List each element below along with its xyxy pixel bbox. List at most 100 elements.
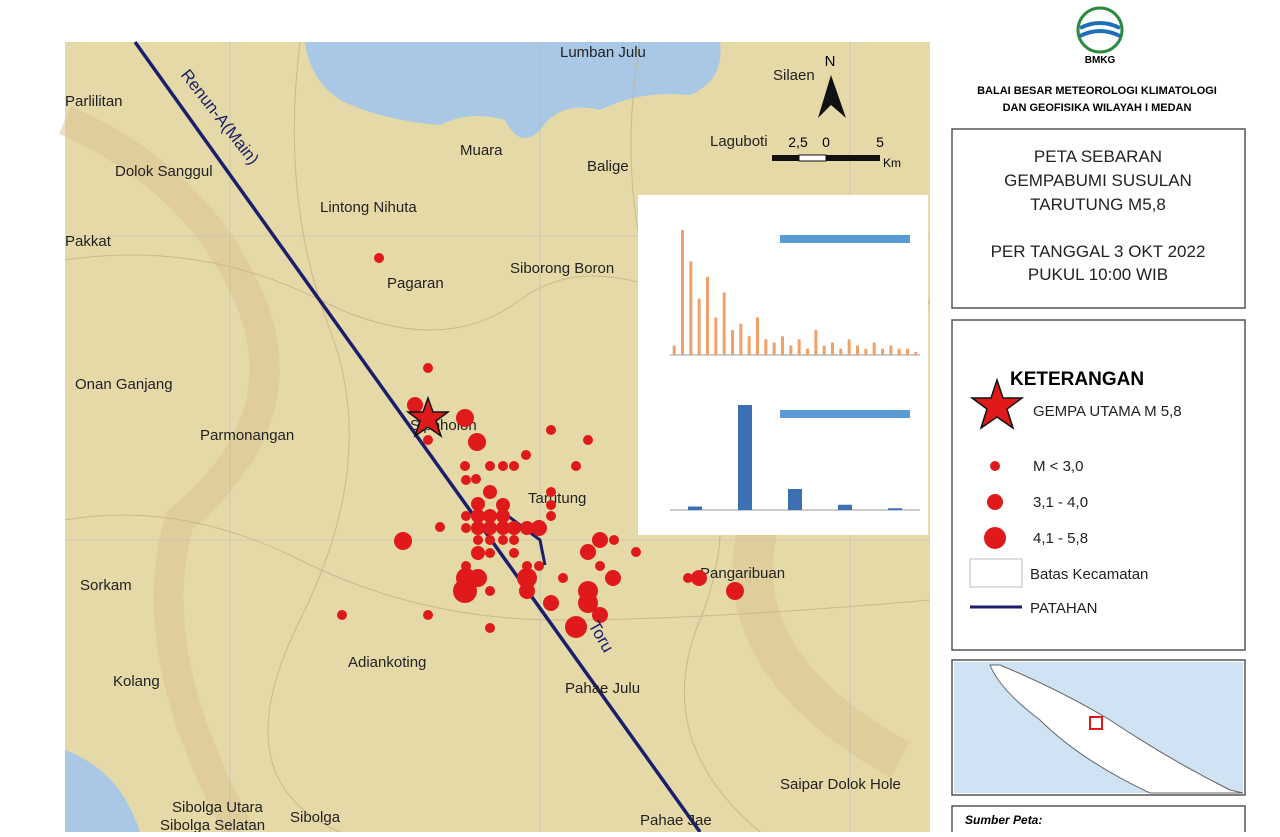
aftershock-dot (583, 435, 593, 445)
legend-title: KETERANGAN (1010, 369, 1144, 390)
aftershock-dot (374, 253, 384, 263)
fault-line (499, 508, 547, 566)
aftershock-dot (580, 544, 596, 560)
title-line: GEMPABUMI SUSULAN (1004, 171, 1192, 190)
title-line: PUKUL 10:00 WIB (1028, 265, 1168, 284)
aftershock-dot (435, 522, 445, 532)
aftershock-dot (471, 474, 481, 484)
place-label: Pahae Julu (565, 680, 640, 697)
inset-bar (906, 348, 909, 355)
aftershock-dot (496, 498, 510, 512)
main-quake-star (405, 395, 451, 438)
aftershock-dot (496, 521, 510, 535)
place-label: Parlilitan (65, 93, 123, 110)
place-label: Pangaribuan (700, 565, 785, 582)
legend-dot (990, 461, 1000, 471)
aftershock-dot (609, 535, 619, 545)
title-text: PETA SEBARAN GEMPABUMI SUSULAN TARUTUNG M5… (991, 147, 1206, 284)
inset-bar (872, 342, 876, 355)
inset-bar (881, 348, 884, 355)
aftershock-dot (423, 610, 433, 620)
aftershock-dot (726, 582, 744, 600)
inset-bar (772, 342, 776, 355)
aftershock-dot (683, 573, 693, 583)
place-label: Lintong Nihuta (320, 199, 417, 216)
aftershock-dot (546, 511, 556, 521)
legend-box (951, 319, 1246, 651)
aftershock-dot (460, 461, 470, 471)
inset-bar (839, 348, 843, 355)
inset-bar (888, 508, 902, 510)
place-label: Balige (587, 158, 629, 175)
scale-label: 0 (822, 134, 830, 150)
inset-chart-group (670, 230, 920, 511)
place-label: Pakkat (65, 233, 112, 250)
aftershock-dot (498, 461, 508, 471)
aftershock-dot (496, 509, 510, 523)
place-label: Pahae Jae (640, 812, 712, 829)
aftershock-dot (468, 433, 486, 451)
aftershock-dot (471, 509, 485, 523)
scale-unit: Km (883, 156, 901, 170)
aftershock-dot (519, 583, 535, 599)
legend-items: GEMPA UTAMA M 5,8 M < 3,0 3,1 - 4,0 4,1 - 5… (1030, 403, 1182, 617)
inset-bar (738, 405, 752, 510)
inset-header (780, 235, 910, 243)
legend-dot (984, 527, 1006, 549)
north-label: N (825, 53, 836, 70)
aftershock-dot (546, 425, 556, 435)
aftershock-dot (498, 535, 508, 545)
legend-label: M < 3,0 (1033, 458, 1083, 475)
place-labels: Lumban Julu Parlilitan Silaen Muara Laguboti… (65, 44, 901, 834)
aftershock-dot (592, 532, 608, 548)
inset-bar (789, 345, 793, 355)
aftershock-dot (337, 610, 347, 620)
aftershock-dot (483, 509, 497, 523)
inset-bar (889, 345, 893, 355)
aftershock-dot (517, 568, 537, 588)
place-label: Laguboti (710, 133, 768, 150)
inset-bar (739, 323, 743, 355)
place-label: Siborong Boron (510, 260, 614, 277)
inset-bar (856, 345, 859, 355)
aftershock-dot (423, 363, 433, 373)
lake-toba (305, 42, 721, 138)
legend-label: GEMPA UTAMA M 5,8 (1033, 403, 1182, 420)
aftershock-dot (631, 547, 641, 557)
inset-bar (806, 348, 809, 355)
aftershock-dot (471, 521, 485, 535)
logo-wave (1079, 21, 1121, 38)
scale-bar (798, 154, 827, 162)
sea (65, 750, 140, 832)
org-name: BALAI BESAR METEOROLOGI KLIMATOLOGI (977, 85, 1217, 97)
inset-bar (847, 339, 851, 355)
scale-label: 5 (876, 134, 884, 150)
aftershock-dot (507, 521, 521, 535)
aftershock-dot (483, 521, 497, 535)
inset-header (780, 410, 910, 418)
aftershock-dot (461, 475, 471, 485)
aftershock-dot (509, 461, 519, 471)
aftershock-dot (571, 461, 581, 471)
legend-border-swatch (969, 558, 1023, 588)
aftershock-dot (546, 500, 556, 510)
aftershock-dot (456, 409, 474, 427)
aftershock-dot (461, 511, 471, 521)
inset-bar (722, 292, 726, 355)
aftershock-dot (565, 616, 587, 638)
inset-bar (731, 330, 734, 355)
aftershock-dot (595, 561, 605, 571)
place-label: Silaen (773, 67, 815, 84)
aftershock-dot (521, 450, 531, 460)
title-line: PER TANGGAL 3 OKT 2022 (991, 242, 1206, 261)
inset-bar (814, 330, 818, 355)
aftershock-dot (485, 535, 495, 545)
inset-bar (689, 261, 693, 355)
aftershock-dot (471, 546, 485, 560)
place-label: Onan Ganjang (75, 376, 173, 393)
aftershock-dot (485, 461, 495, 471)
aftershock-dot (531, 520, 547, 536)
place-label: Sorkam (80, 577, 132, 594)
aftershock-dot (469, 569, 487, 587)
